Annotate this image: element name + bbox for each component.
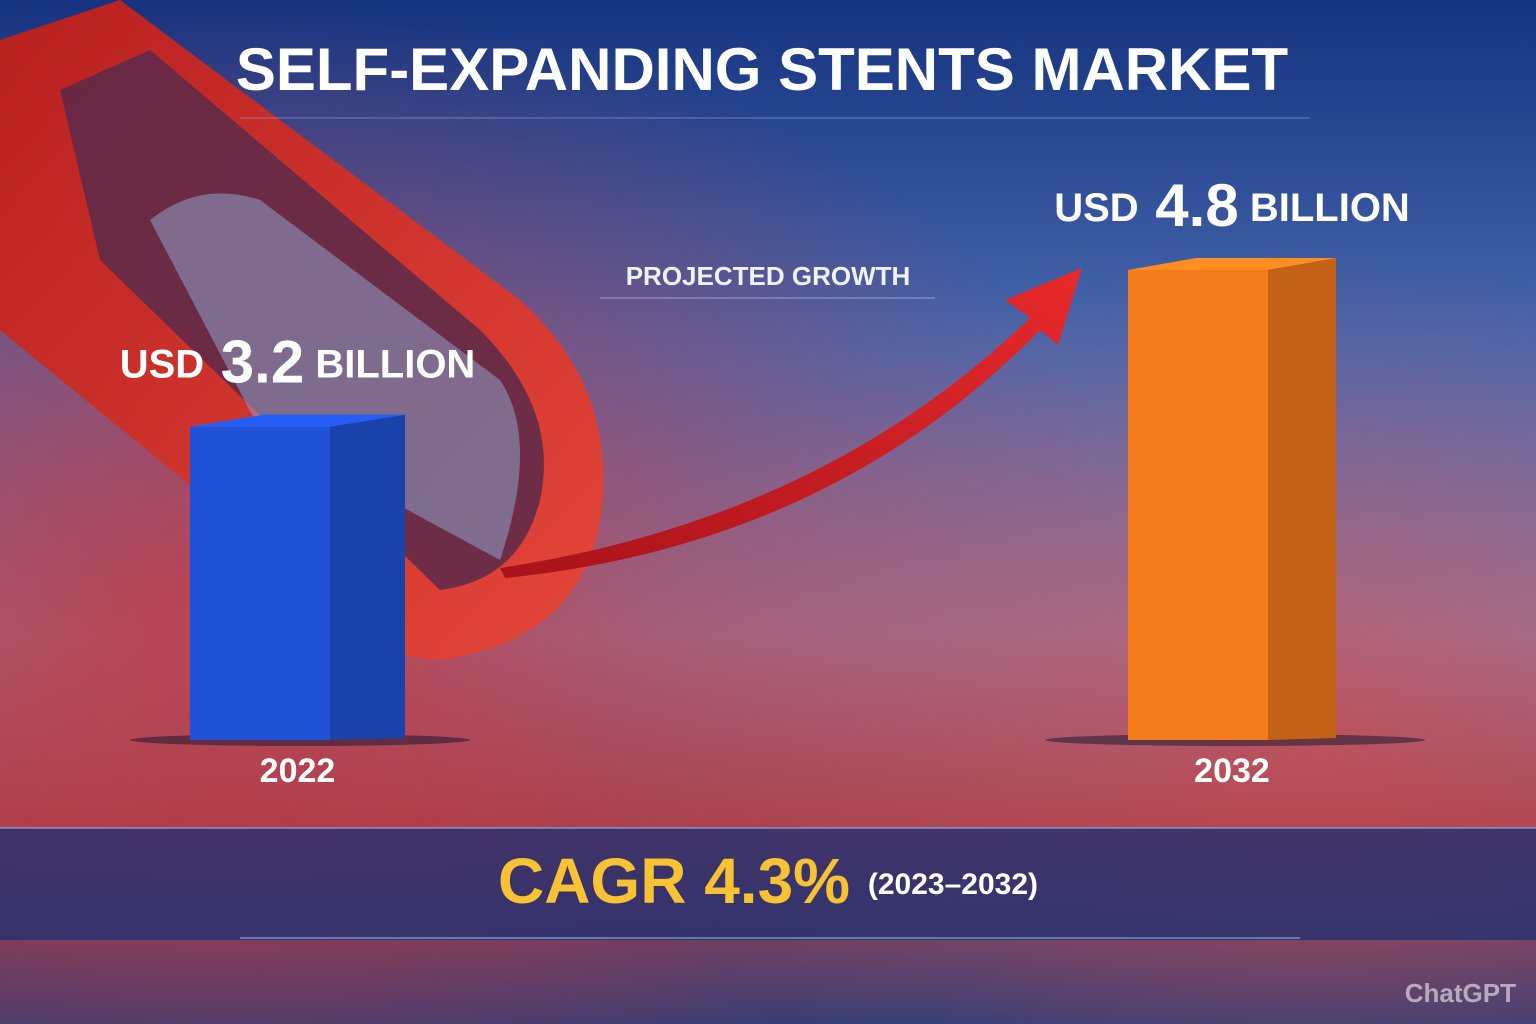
cagr: CAGR 4.3% (2023–2032) bbox=[498, 845, 1038, 917]
watermark: ChatGPT bbox=[1405, 978, 1516, 1008]
bar bbox=[190, 426, 330, 740]
value-label-part: BILLION bbox=[1239, 186, 1410, 230]
growth-arrow bbox=[500, 268, 1082, 578]
category-label: 2032 bbox=[1194, 752, 1270, 790]
cagr-value: 4.3% bbox=[704, 845, 850, 917]
value-label: USD 3.2 BILLION bbox=[120, 329, 476, 396]
value-label-part: USD bbox=[120, 342, 204, 386]
value-label-part: 3.2 bbox=[204, 329, 304, 396]
cagr-label: CAGR bbox=[498, 845, 686, 917]
chart-title: SELF-EXPANDING STENTS MARKET bbox=[236, 36, 1288, 103]
value-label-part: USD bbox=[1054, 186, 1138, 230]
subtitle: PROJECTED GROWTH bbox=[626, 261, 911, 291]
stent bbox=[150, 193, 520, 561]
category-label: 2022 bbox=[260, 752, 336, 790]
bar-top bbox=[1128, 258, 1336, 270]
bar-top bbox=[190, 414, 405, 427]
bar-side bbox=[1268, 258, 1336, 740]
cagr-period: (2023–2032) bbox=[868, 868, 1038, 901]
bar bbox=[1128, 270, 1268, 740]
value-label-part: 4.8 bbox=[1139, 172, 1239, 239]
value-label-part: BILLION bbox=[304, 342, 475, 386]
bar-side bbox=[330, 414, 405, 740]
cagr-band bbox=[0, 828, 1536, 940]
value-label: USD 4.8 BILLION bbox=[1054, 172, 1410, 239]
